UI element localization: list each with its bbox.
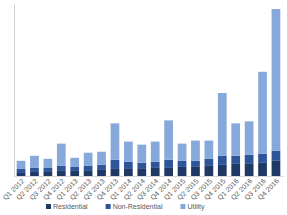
chart: Q1 2012Q2 2012Q3 2012Q4 2012Q1 2013Q2 20…: [0, 0, 287, 215]
legend-swatch: [46, 204, 51, 209]
bar: [17, 161, 26, 169]
bar: [178, 161, 187, 167]
legend-item: Utility: [180, 203, 205, 211]
bar: [84, 166, 93, 171]
bar: [205, 159, 214, 166]
tick-label: Q4 2016: [256, 177, 281, 202]
bar: [111, 160, 120, 169]
bar: [84, 171, 93, 176]
legend: Residential Non-Residential Utility: [46, 203, 205, 211]
bar: [70, 158, 79, 167]
bar: [245, 164, 254, 176]
bar: [124, 169, 133, 176]
bar: [245, 121, 254, 154]
x-axis: Q1 2012Q2 2012Q3 2012Q4 2012Q1 2013Q2 20…: [1, 176, 283, 202]
bar: [30, 156, 39, 168]
bar: [258, 72, 267, 154]
legend-item: Residential: [46, 203, 88, 210]
bar: [258, 163, 267, 176]
bar: [151, 162, 160, 168]
bar: [30, 168, 39, 172]
bar: [44, 159, 53, 168]
bar: [272, 9, 281, 151]
y-axis: [14, 5, 15, 177]
legend-label: Residential: [53, 203, 88, 210]
legend-label: Non-Residential: [113, 203, 163, 210]
bar: [17, 173, 26, 176]
axis-line: [14, 5, 15, 177]
bar: [218, 93, 227, 156]
bar: [191, 161, 200, 167]
bar: [272, 161, 281, 176]
bar: [151, 168, 160, 176]
legend-swatch: [106, 204, 111, 209]
bar: [124, 162, 133, 169]
axis-line: [15, 176, 284, 177]
bar: [258, 154, 267, 163]
bar: [111, 123, 120, 159]
legend-item: Non-Residential: [106, 203, 163, 210]
legend-swatch: [180, 204, 185, 209]
legend-label: Utility: [187, 203, 205, 211]
series-bars: [17, 151, 281, 173]
bar: [178, 167, 187, 176]
bar: [218, 165, 227, 176]
bar: [137, 169, 146, 176]
bar: [97, 152, 106, 165]
bar: [17, 169, 26, 173]
bar: [97, 170, 106, 176]
bar: [178, 144, 187, 161]
bars: [17, 9, 281, 176]
bar: [231, 123, 240, 155]
bar: [111, 169, 120, 176]
bar: [84, 153, 93, 166]
bar: [218, 156, 227, 165]
bar: [70, 171, 79, 176]
bar: [164, 120, 173, 159]
bar: [245, 155, 254, 164]
bar: [272, 151, 281, 161]
bar: [57, 144, 66, 166]
series-bars: [17, 9, 281, 169]
bar: [231, 164, 240, 176]
bar: [44, 168, 53, 172]
bar: [30, 172, 39, 176]
bar: [44, 172, 53, 176]
bar: [70, 167, 79, 171]
bar: [97, 165, 106, 170]
bar: [137, 163, 146, 169]
series-bars: [17, 161, 281, 176]
bar: [164, 160, 173, 168]
tick: Q4 2016: [256, 176, 281, 202]
bar: [205, 166, 214, 176]
plot: Q1 2012Q2 2012Q3 2012Q4 2012Q1 2013Q2 20…: [1, 5, 283, 202]
bar: [164, 168, 173, 176]
bar: [124, 142, 133, 162]
bar: [151, 142, 160, 162]
bar: [57, 171, 66, 176]
bar: [231, 156, 240, 164]
bar: [57, 166, 66, 171]
bar: [191, 167, 200, 176]
bar: [137, 145, 146, 163]
bar: [191, 141, 200, 161]
bar: [205, 141, 214, 159]
